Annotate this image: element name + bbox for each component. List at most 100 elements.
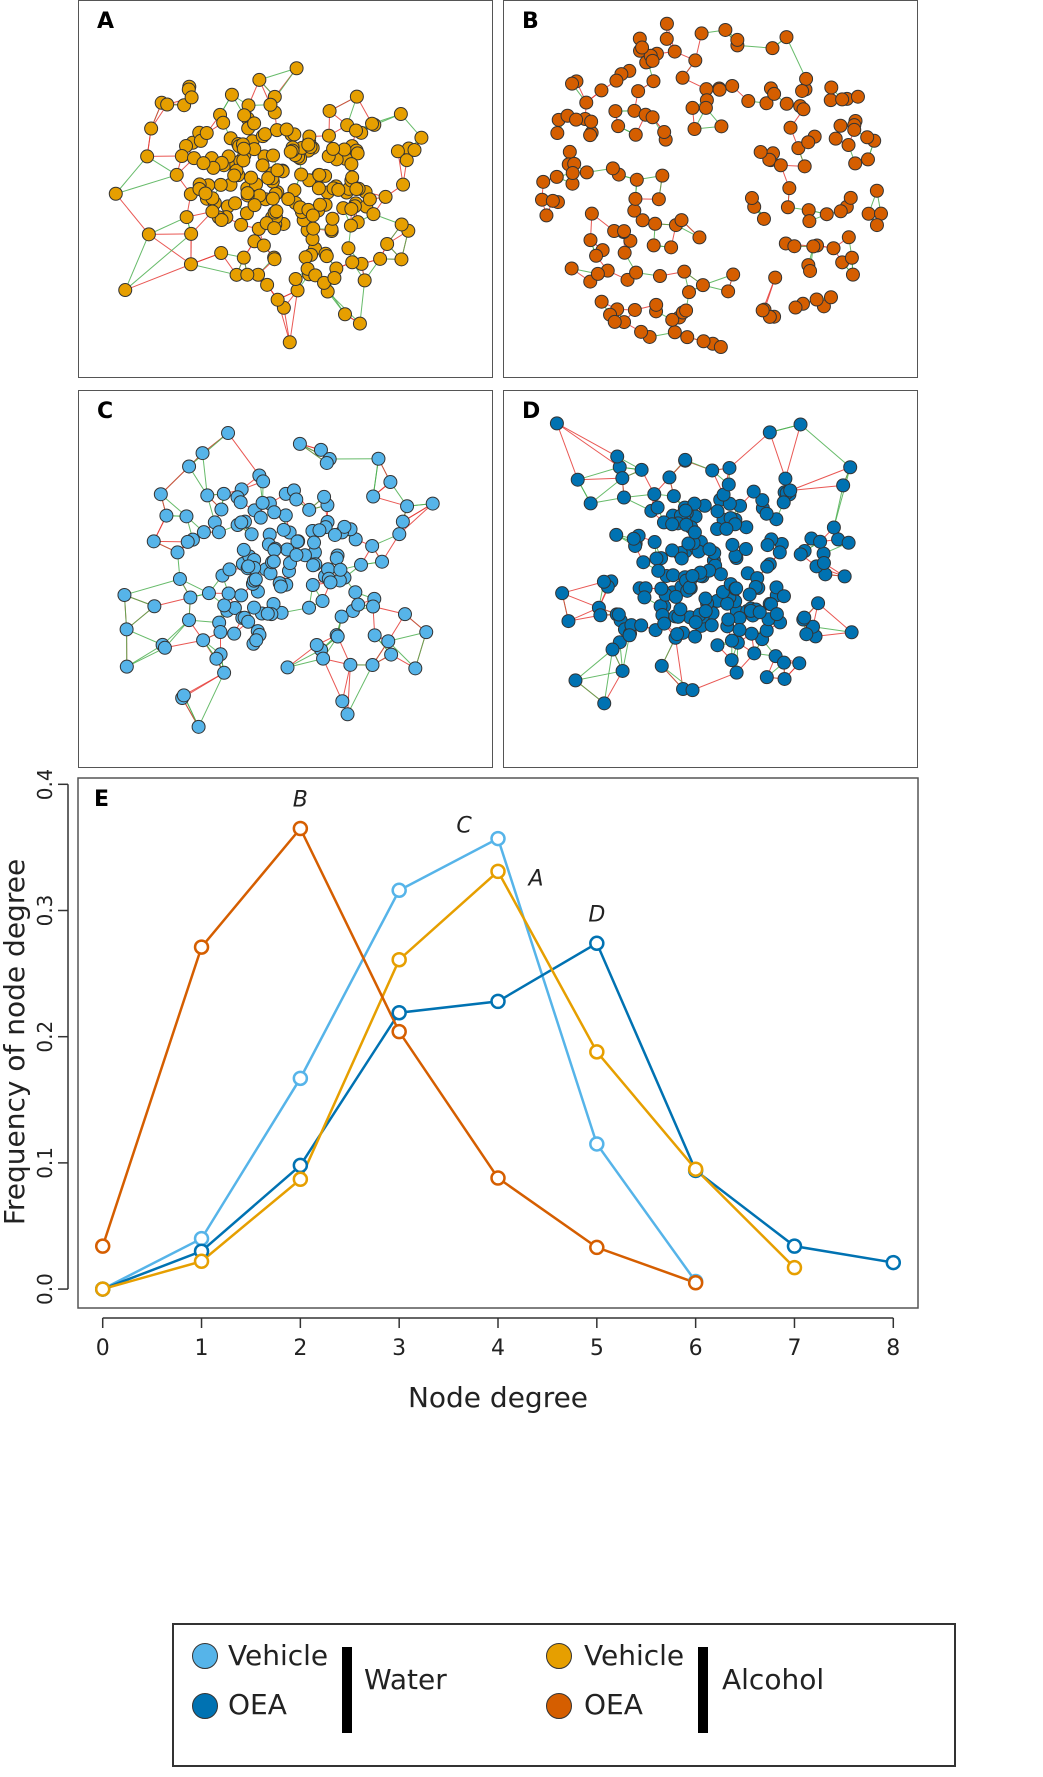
network-node bbox=[237, 108, 252, 123]
series-label: C bbox=[456, 814, 472, 839]
network-node bbox=[282, 335, 297, 350]
network-node bbox=[311, 181, 326, 196]
legend-alcohol-bracket bbox=[698, 1647, 708, 1733]
network-node bbox=[616, 490, 631, 505]
network-node bbox=[823, 290, 838, 305]
network-node bbox=[564, 261, 579, 276]
network-node bbox=[263, 97, 278, 112]
network-node bbox=[321, 128, 336, 143]
network-node bbox=[325, 211, 340, 226]
network-node bbox=[848, 156, 863, 171]
network-node bbox=[182, 459, 197, 474]
network-edge bbox=[115, 193, 150, 235]
network-node bbox=[233, 495, 248, 510]
series-label: B bbox=[293, 787, 308, 812]
network-node bbox=[779, 96, 794, 111]
network-edge bbox=[769, 432, 786, 479]
network-node bbox=[312, 523, 327, 538]
network-node bbox=[349, 89, 364, 104]
network-node bbox=[788, 300, 803, 315]
network-node bbox=[228, 196, 243, 211]
network-node bbox=[694, 26, 709, 41]
network-node bbox=[698, 604, 713, 619]
network-node bbox=[782, 181, 797, 196]
y-tick-label: 0.2 bbox=[33, 1021, 57, 1053]
network-node bbox=[609, 73, 624, 88]
legend-water-oea-marker bbox=[192, 1693, 218, 1719]
network-node bbox=[146, 534, 161, 549]
network-node bbox=[590, 266, 605, 281]
network-node bbox=[214, 212, 229, 227]
network-node bbox=[549, 169, 564, 184]
legend-water-oea-label: OEA bbox=[228, 1688, 287, 1721]
network-node bbox=[649, 551, 664, 566]
network-node bbox=[365, 538, 380, 553]
network-node bbox=[802, 214, 817, 229]
network-node bbox=[797, 610, 812, 625]
network-node bbox=[634, 462, 649, 477]
network-node bbox=[783, 120, 798, 135]
network-node bbox=[698, 591, 713, 606]
network-node bbox=[184, 226, 199, 241]
network-node bbox=[665, 312, 680, 327]
network-node bbox=[312, 197, 327, 212]
network-node bbox=[267, 505, 282, 520]
network-node bbox=[649, 297, 664, 312]
network-edge bbox=[227, 432, 260, 476]
network-node bbox=[307, 535, 322, 550]
network-node bbox=[655, 168, 670, 183]
network-node bbox=[608, 104, 623, 119]
network-node bbox=[236, 542, 251, 557]
network-node bbox=[720, 596, 735, 611]
network-node bbox=[419, 625, 434, 640]
network-node bbox=[536, 174, 551, 189]
network-node bbox=[343, 218, 358, 233]
network-c-graph bbox=[117, 426, 440, 734]
network-node bbox=[724, 633, 739, 648]
network-node bbox=[635, 40, 650, 55]
network-node bbox=[160, 97, 175, 112]
data-point bbox=[490, 863, 506, 880]
network-node bbox=[214, 246, 229, 261]
network-node bbox=[157, 640, 172, 655]
network-node bbox=[266, 148, 281, 163]
network-node bbox=[819, 207, 834, 222]
network-node bbox=[327, 527, 342, 542]
x-tick-label: 6 bbox=[689, 1336, 703, 1361]
network-node bbox=[688, 629, 703, 644]
network-node bbox=[844, 625, 859, 640]
network-node bbox=[762, 152, 777, 167]
network-node bbox=[777, 671, 792, 686]
network-node bbox=[636, 555, 651, 570]
network-node bbox=[214, 502, 229, 517]
network-node bbox=[234, 515, 249, 530]
network-node bbox=[283, 144, 298, 159]
network-node bbox=[610, 449, 625, 464]
network-node bbox=[199, 126, 214, 141]
network-node bbox=[246, 600, 261, 615]
network-node bbox=[191, 719, 206, 734]
network-node bbox=[593, 608, 608, 623]
network-node bbox=[367, 628, 382, 643]
network-node bbox=[730, 32, 745, 47]
network-node bbox=[668, 589, 683, 604]
network-node bbox=[799, 627, 814, 642]
network-node bbox=[841, 138, 856, 153]
network-node bbox=[738, 542, 753, 557]
network-node bbox=[249, 633, 264, 648]
legend-water-group-label: Water bbox=[364, 1663, 447, 1696]
y-tick-label: 0.3 bbox=[33, 895, 57, 927]
network-node bbox=[651, 563, 666, 578]
network-node bbox=[217, 598, 232, 613]
data-point bbox=[292, 820, 309, 837]
network-node bbox=[780, 200, 795, 215]
network-node bbox=[836, 478, 851, 493]
network-node bbox=[108, 186, 123, 201]
network-node bbox=[843, 460, 858, 475]
network-node bbox=[665, 517, 680, 532]
network-node bbox=[651, 192, 666, 207]
network-node bbox=[381, 634, 396, 649]
data-point bbox=[193, 939, 210, 955]
network-node bbox=[236, 250, 251, 265]
network-node bbox=[371, 451, 386, 466]
